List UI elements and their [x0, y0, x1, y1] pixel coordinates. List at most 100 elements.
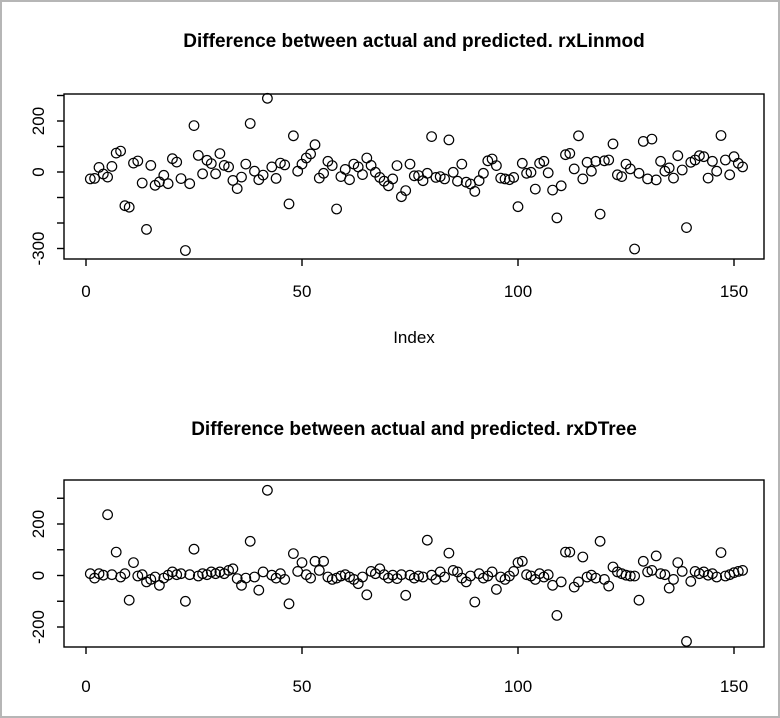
data-point: [210, 168, 222, 180]
data-point: [296, 557, 308, 568]
data-point: [577, 551, 589, 563]
data-point: [499, 173, 511, 185]
data-point: [508, 566, 520, 577]
data-point: [668, 172, 679, 184]
data-point: [313, 565, 325, 576]
data-point: [694, 150, 705, 162]
data-point: [529, 183, 541, 195]
data-point: [715, 130, 727, 141]
data-point: [629, 243, 640, 255]
data-point: [179, 245, 191, 256]
data-point: [153, 579, 165, 591]
data-point: [162, 178, 174, 190]
data-point: [240, 572, 252, 584]
data-point: [521, 167, 532, 179]
data-point: [123, 201, 135, 213]
data-point: [624, 163, 636, 175]
data-point: [123, 594, 135, 606]
data-point: [231, 183, 243, 195]
data-point: [542, 167, 554, 179]
data-point: [279, 574, 291, 585]
data-point: [283, 198, 295, 210]
data-point: [357, 169, 368, 181]
data-point: [149, 571, 161, 583]
data-point: [132, 570, 144, 582]
data-point: [672, 150, 684, 162]
data-point: [244, 535, 256, 547]
data-point: [698, 151, 710, 163]
data-point: [676, 164, 688, 176]
data-point: [309, 555, 321, 567]
data-point: [555, 180, 567, 192]
data-point: [650, 174, 662, 186]
x-tick-label: 150: [720, 282, 748, 301]
data-point: [573, 130, 584, 142]
data-point: [637, 555, 649, 567]
data-point: [93, 568, 105, 580]
data-point: [629, 570, 640, 582]
data-point: [551, 212, 563, 224]
data-point: [344, 174, 355, 186]
data-point: [396, 569, 407, 581]
data-point: [486, 566, 498, 578]
chart-title: Difference between actual and predicted.…: [183, 31, 644, 52]
x-tick-label: 50: [293, 677, 312, 696]
data-point: [292, 165, 304, 177]
data-point: [326, 160, 338, 172]
data-point: [469, 185, 481, 197]
data-point: [439, 173, 451, 185]
chart-rxlinmod: Difference between actual and predicted.…: [29, 31, 765, 347]
data-point: [711, 571, 723, 583]
data-point: [145, 159, 157, 171]
data-point: [400, 589, 412, 601]
y-tick-label: 0: [29, 167, 48, 176]
data-point: [361, 152, 373, 164]
data-point: [357, 571, 368, 583]
data-point: [158, 169, 170, 181]
data-point: [443, 134, 455, 146]
data-point: [702, 172, 714, 184]
data-point: [616, 171, 628, 183]
data-point: [236, 579, 247, 591]
data-point: [257, 169, 269, 181]
data-point: [244, 118, 256, 129]
data-point: [128, 557, 139, 568]
data-point: [417, 571, 429, 583]
y-tick-label: -300: [29, 231, 48, 265]
data-point: [253, 584, 265, 596]
y-tick-label: 0: [29, 571, 48, 580]
x-axis-title: Index: [393, 328, 435, 347]
data-point: [227, 563, 239, 575]
y-tick-label: 200: [29, 510, 48, 538]
data-point: [447, 565, 459, 576]
data-points: [84, 92, 748, 256]
chart-title: Difference between actual and predicted.…: [191, 419, 637, 440]
data-point: [318, 167, 330, 179]
data-point: [141, 223, 152, 235]
data-point: [288, 548, 299, 559]
data-point: [305, 148, 317, 160]
data-point: [249, 571, 260, 583]
data-point: [594, 208, 606, 220]
data-point: [119, 200, 131, 212]
data-point: [676, 566, 688, 577]
data-point: [136, 177, 148, 189]
data-point: [646, 133, 658, 145]
data-point: [115, 145, 126, 157]
data-point: [542, 569, 554, 581]
data-point: [516, 555, 528, 567]
data-point: [102, 171, 113, 183]
data-point: [270, 172, 282, 184]
data-point: [560, 149, 571, 161]
data-point: [732, 566, 744, 577]
data-point: [365, 159, 377, 171]
plot-box: [63, 93, 765, 260]
data-point: [188, 543, 200, 555]
data-point: [633, 594, 645, 606]
data-point: [715, 547, 727, 558]
data-point: [590, 572, 602, 584]
data-point: [456, 158, 468, 170]
data-point: [279, 159, 291, 171]
